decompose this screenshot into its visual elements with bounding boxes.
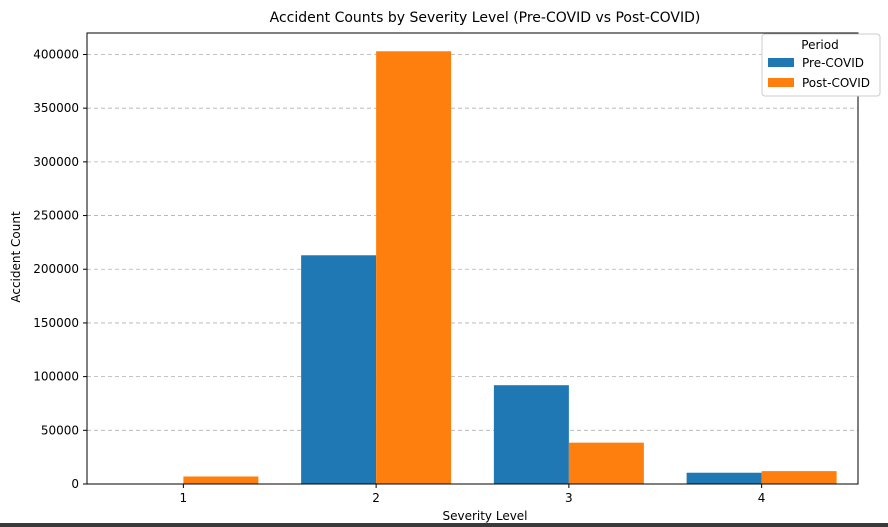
y-tick-label: 200000 <box>33 262 79 276</box>
y-tick-label: 150000 <box>33 316 79 330</box>
x-tick-label: 4 <box>758 491 766 505</box>
bar-post-covid-2 <box>376 51 452 484</box>
y-tick-label: 50000 <box>41 423 79 437</box>
legend-title: Period <box>801 38 838 52</box>
y-tick-label: 400000 <box>33 47 79 61</box>
legend-label: Post-COVID <box>802 76 870 90</box>
legend-label: Pre-COVID <box>802 56 864 70</box>
plot-area-frame <box>86 32 859 485</box>
x-axis-ticks: 1 2 3 4 <box>180 484 766 505</box>
y-tick-label: 350000 <box>33 101 79 115</box>
bar-pre-covid-2 <box>301 255 377 484</box>
bar-pre-covid-3 <box>493 385 569 484</box>
x-tick-label: 3 <box>565 491 573 505</box>
x-tick-label: 1 <box>180 491 188 505</box>
legend-swatch <box>768 58 794 67</box>
x-tick-label: 2 <box>372 491 380 505</box>
y-tick-label: 300000 <box>33 155 79 169</box>
bar-post-covid-3 <box>568 442 644 484</box>
y-axis-title: Accident Count <box>9 211 23 303</box>
y-tick-label: 250000 <box>33 209 79 223</box>
y-tick-label: 0 <box>71 477 79 491</box>
legend-swatch <box>768 78 794 87</box>
chart-title: Accident Counts by Severity Level (Pre-C… <box>270 10 701 26</box>
y-axis-ticks: 0 50000 100000 150000 200000 250000 300000 3500… <box>33 47 87 491</box>
y-tick-label: 100000 <box>33 370 79 384</box>
bar-post-covid-4 <box>761 471 837 484</box>
bar-post-covid-1 <box>183 476 259 484</box>
x-axis-title: Severity Level <box>442 509 527 523</box>
legend: Period Pre-COVID Post-COVID <box>761 33 881 97</box>
bars <box>183 51 837 484</box>
gridlines <box>87 54 858 431</box>
bar-pre-covid-4 <box>686 472 762 484</box>
